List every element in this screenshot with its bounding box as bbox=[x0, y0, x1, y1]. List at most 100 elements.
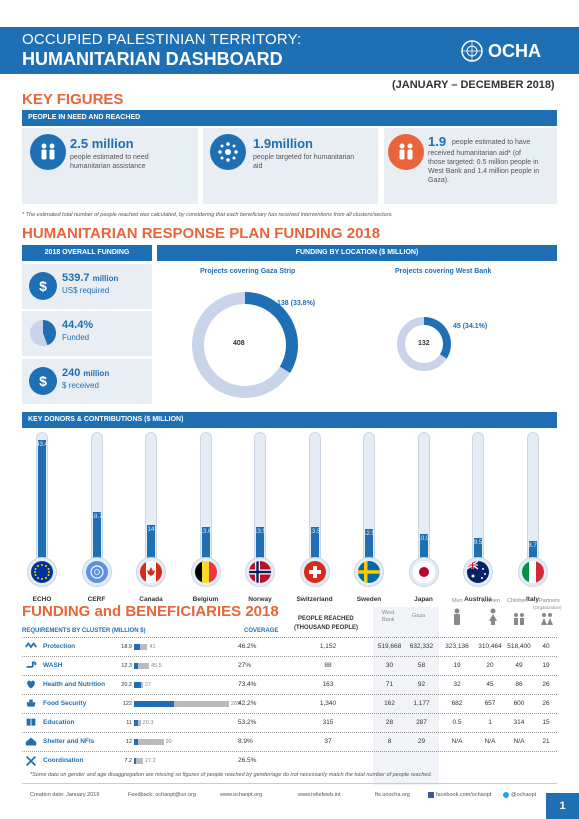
required-bar bbox=[134, 663, 149, 669]
children-value: 314 bbox=[513, 719, 525, 726]
required-box: $ 539.7 million US$ required bbox=[22, 264, 152, 309]
australia-flag-icon bbox=[467, 561, 489, 583]
target-text-1: people targeted for humanitarian bbox=[253, 154, 355, 161]
reached-value: 1,152 bbox=[319, 643, 337, 650]
donor-bar bbox=[528, 541, 537, 568]
people-icon bbox=[30, 134, 66, 170]
required-value: 27.2 bbox=[144, 758, 156, 764]
required-amount: 539.7 bbox=[62, 272, 90, 284]
donor-bar bbox=[38, 440, 46, 568]
funded-value: 44.4% bbox=[62, 319, 94, 331]
canada-flag-icon bbox=[140, 561, 162, 583]
thermometer-bulb bbox=[463, 557, 493, 587]
donor-value: 43.4 bbox=[36, 442, 48, 448]
donor-bar bbox=[92, 512, 101, 568]
gaza-title: Projects covering Gaza Strip bbox=[200, 268, 296, 275]
donor-bar bbox=[147, 525, 155, 568]
gaza-header: Gaza bbox=[412, 613, 426, 619]
thermometer-bulb bbox=[408, 557, 439, 587]
funded-label: Funded bbox=[62, 333, 90, 342]
donor-name: Japan bbox=[414, 596, 433, 603]
required-value: 45.5 bbox=[150, 663, 162, 669]
reached-value: 37 bbox=[324, 738, 332, 745]
footer-divider bbox=[22, 783, 557, 784]
women-value: 45 bbox=[486, 681, 494, 688]
wb-total: 132 bbox=[418, 340, 430, 347]
funded-bar bbox=[134, 720, 138, 726]
food-icon bbox=[26, 699, 36, 707]
donor-name: Australia bbox=[464, 596, 492, 603]
wb-value: 30 bbox=[385, 662, 394, 669]
donor-norway: 13.5 Norway bbox=[245, 432, 275, 603]
donor-bar bbox=[474, 538, 482, 568]
un-flag-icon bbox=[85, 561, 108, 583]
funded-bar bbox=[134, 682, 141, 688]
partners-sub: (Organization) bbox=[533, 605, 562, 610]
ochaopt-link[interactable]: www.ochaopt.org bbox=[220, 792, 263, 798]
japan-flag-icon bbox=[412, 561, 435, 583]
wb-title: Projects covering West Bank bbox=[395, 268, 492, 275]
donors-bar: KEY DONORS & CONTRIBUTIONS ($ MILLION) bbox=[22, 412, 557, 428]
funded-bar bbox=[134, 701, 175, 707]
fts-link[interactable]: fts.unocha.org bbox=[375, 792, 410, 798]
donor-echo: 43.4 ECHO bbox=[27, 432, 57, 603]
reliefweb-link[interactable]: www.reliefweb.int bbox=[298, 792, 341, 798]
reached-text-4: West Bank and 1.4 million people in bbox=[428, 168, 540, 175]
men-value: 32 bbox=[453, 681, 461, 688]
need-number: 2.5 million bbox=[70, 136, 134, 151]
children-value: 86 bbox=[515, 681, 523, 688]
donor-belgium: 13.6 Belgium bbox=[190, 432, 221, 603]
required-bar bbox=[134, 758, 143, 764]
wb-value: 162 bbox=[384, 700, 395, 707]
row-divider bbox=[22, 713, 557, 714]
women-value: N/A bbox=[484, 738, 496, 745]
need-value: 2.5 bbox=[70, 136, 89, 151]
donor-value: 12.9 bbox=[363, 531, 375, 537]
coordination-icon bbox=[26, 756, 36, 766]
donor-bar bbox=[256, 527, 264, 568]
target-text-2: aid bbox=[253, 163, 263, 170]
reached-number: 1.9 bbox=[428, 134, 446, 149]
thermometer-bulb bbox=[354, 557, 384, 587]
people-bar: PEOPLE IN NEED AND REACHED bbox=[22, 110, 557, 126]
received-label: $ received bbox=[62, 381, 99, 390]
reached-people-icon bbox=[388, 134, 424, 170]
coverage-value: 53.2% bbox=[238, 719, 257, 726]
partners-value: 15 bbox=[542, 719, 550, 726]
row-divider bbox=[22, 656, 557, 657]
women-value: 1 bbox=[488, 719, 492, 726]
italy-flag-icon bbox=[521, 561, 544, 583]
women-value: 20 bbox=[486, 662, 494, 669]
logo-text: OCHA bbox=[488, 40, 541, 61]
need-text-1: people estimated to need bbox=[70, 154, 149, 161]
partners-value: 26 bbox=[542, 700, 550, 707]
health-icon bbox=[27, 680, 35, 689]
funded-bar bbox=[134, 758, 137, 764]
feedback-link[interactable]: Feedback: ochaopt@un.org bbox=[128, 792, 196, 798]
facebook-link[interactable]: facebook.com/ochaopt bbox=[428, 792, 491, 798]
coverage-value: 8.9% bbox=[238, 738, 253, 745]
twitter-link[interactable]: @ochaopt bbox=[503, 792, 536, 798]
required-value: 90 bbox=[165, 739, 172, 745]
donor-name: Sweden bbox=[356, 596, 382, 603]
woman-icon bbox=[489, 608, 497, 625]
gaza-value: 58 bbox=[417, 662, 426, 669]
received-amount: 240 bbox=[62, 367, 81, 379]
partners-header: Partners bbox=[539, 598, 560, 604]
eu-flag-icon bbox=[31, 561, 53, 583]
wb-value: 28 bbox=[385, 719, 394, 726]
norway-flag-icon bbox=[249, 561, 271, 583]
reached-text-3: those targeted: 0.5 million people in bbox=[428, 159, 539, 166]
funded-value: 12.3 bbox=[121, 663, 132, 669]
gaza-total: 408 bbox=[233, 340, 245, 347]
wb-value: 8 bbox=[387, 738, 392, 745]
reached-text-2: received humanitarian aid* (of bbox=[428, 150, 521, 157]
reached-text-rest: received humanitarian aid* (of those tar… bbox=[428, 149, 539, 185]
thermometer-bulb bbox=[136, 557, 166, 587]
required-value: 539.7 million bbox=[62, 272, 118, 284]
funded-value: 20.2 bbox=[121, 682, 132, 688]
location-funding-bar: FUNDING BY LOCATION ($ MILLION) bbox=[157, 245, 557, 261]
donor-value: 13.5 bbox=[254, 529, 266, 535]
reached-value: 163 bbox=[322, 681, 334, 688]
page-title: HUMANITARIAN DASHBOARD bbox=[22, 49, 283, 69]
